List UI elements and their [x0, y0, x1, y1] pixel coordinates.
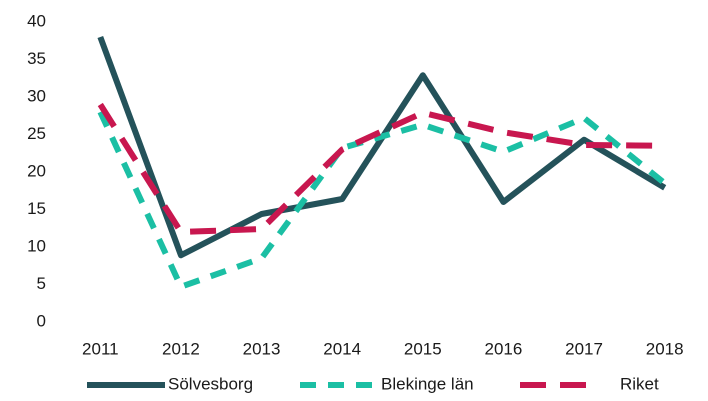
y-tick-label: 30 — [27, 86, 46, 105]
legend-label: Blekinge län — [381, 374, 474, 393]
y-tick-label: 10 — [27, 236, 46, 255]
x-tick-label: 2018 — [646, 339, 684, 358]
series-line — [97, 110, 667, 290]
x-tick-label: 2012 — [162, 339, 200, 358]
x-tick-label: 2015 — [404, 339, 442, 358]
series-line — [97, 35, 667, 259]
x-tick-label: 2013 — [243, 339, 281, 358]
y-tick-label: 5 — [37, 274, 46, 293]
y-tick-label: 40 — [27, 11, 46, 30]
legend-label: Riket — [620, 374, 659, 393]
y-tick-label: 15 — [27, 199, 46, 218]
x-tick-label: 2017 — [565, 339, 603, 358]
series-line — [97, 102, 665, 235]
y-tick-label: 25 — [27, 124, 46, 143]
x-tick-label: 2014 — [323, 339, 361, 358]
y-tick-label: 0 — [37, 311, 46, 330]
x-tick-label: 2011 — [82, 339, 119, 358]
legend-label: Sölvesborg — [168, 374, 253, 393]
x-tick-label: 2016 — [485, 339, 523, 358]
y-tick-label: 35 — [27, 49, 46, 68]
y-tick-label: 20 — [27, 161, 46, 180]
